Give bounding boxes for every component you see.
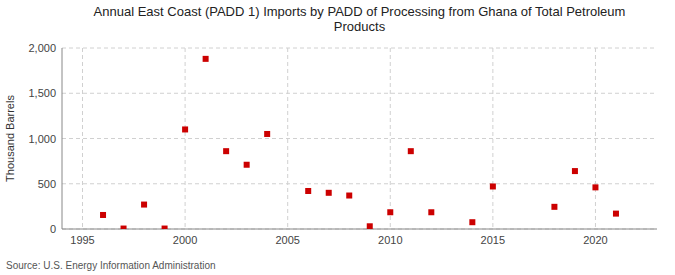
x-axis-line [62,229,657,230]
point [613,211,619,217]
x-tick-label: 2020 [583,234,607,246]
y-grid-line [62,138,657,139]
point [244,162,250,168]
y-grid-line [62,93,657,94]
point [367,223,373,229]
y-tick-label: 1,000 [28,133,56,145]
y-grid-line [62,229,657,230]
y-tick-label: 2,000 [28,42,56,54]
title: Annual East Coast (PADD 1) Imports by PA… [94,4,626,34]
point [162,226,168,229]
point [141,202,147,208]
x-grid-line [82,48,83,229]
y-axis-label: Thousand Barrels [4,95,16,182]
y-axis-line [62,48,63,229]
point [592,184,598,190]
y-grid-line [62,48,657,49]
x-grid-line [595,48,596,229]
x-tick-label: 2015 [481,234,505,246]
x-tick-label: 2000 [173,234,197,246]
point [469,219,475,225]
x-tick-label: 2010 [378,234,402,246]
point [182,126,188,132]
point [490,183,496,189]
point [326,190,332,196]
x-grid-line [492,48,493,229]
point [346,193,352,199]
y-tick-label: 500 [38,178,56,190]
point [572,168,578,174]
y-grid-line [62,183,657,184]
y-tick-label: 0 [50,223,56,235]
x-grid-line [287,48,288,229]
x-grid-line [390,48,391,229]
point [408,148,414,154]
chart: Annual East Coast (PADD 1) Imports by PA… [0,0,675,275]
point [551,204,557,210]
point [264,131,270,137]
x-tick-label: 1995 [70,234,94,246]
point [121,226,127,229]
x-grid-line [185,48,186,229]
y-tick-label: 1,500 [28,87,56,99]
point [223,148,229,154]
point [305,188,311,194]
x-tick-label: 2005 [275,234,299,246]
point [203,56,209,62]
source: Source: U.S. Energy Information Administ… [6,260,216,271]
point [428,209,434,215]
grid [62,48,657,229]
point [100,212,106,218]
points [100,56,619,229]
point [387,209,393,215]
